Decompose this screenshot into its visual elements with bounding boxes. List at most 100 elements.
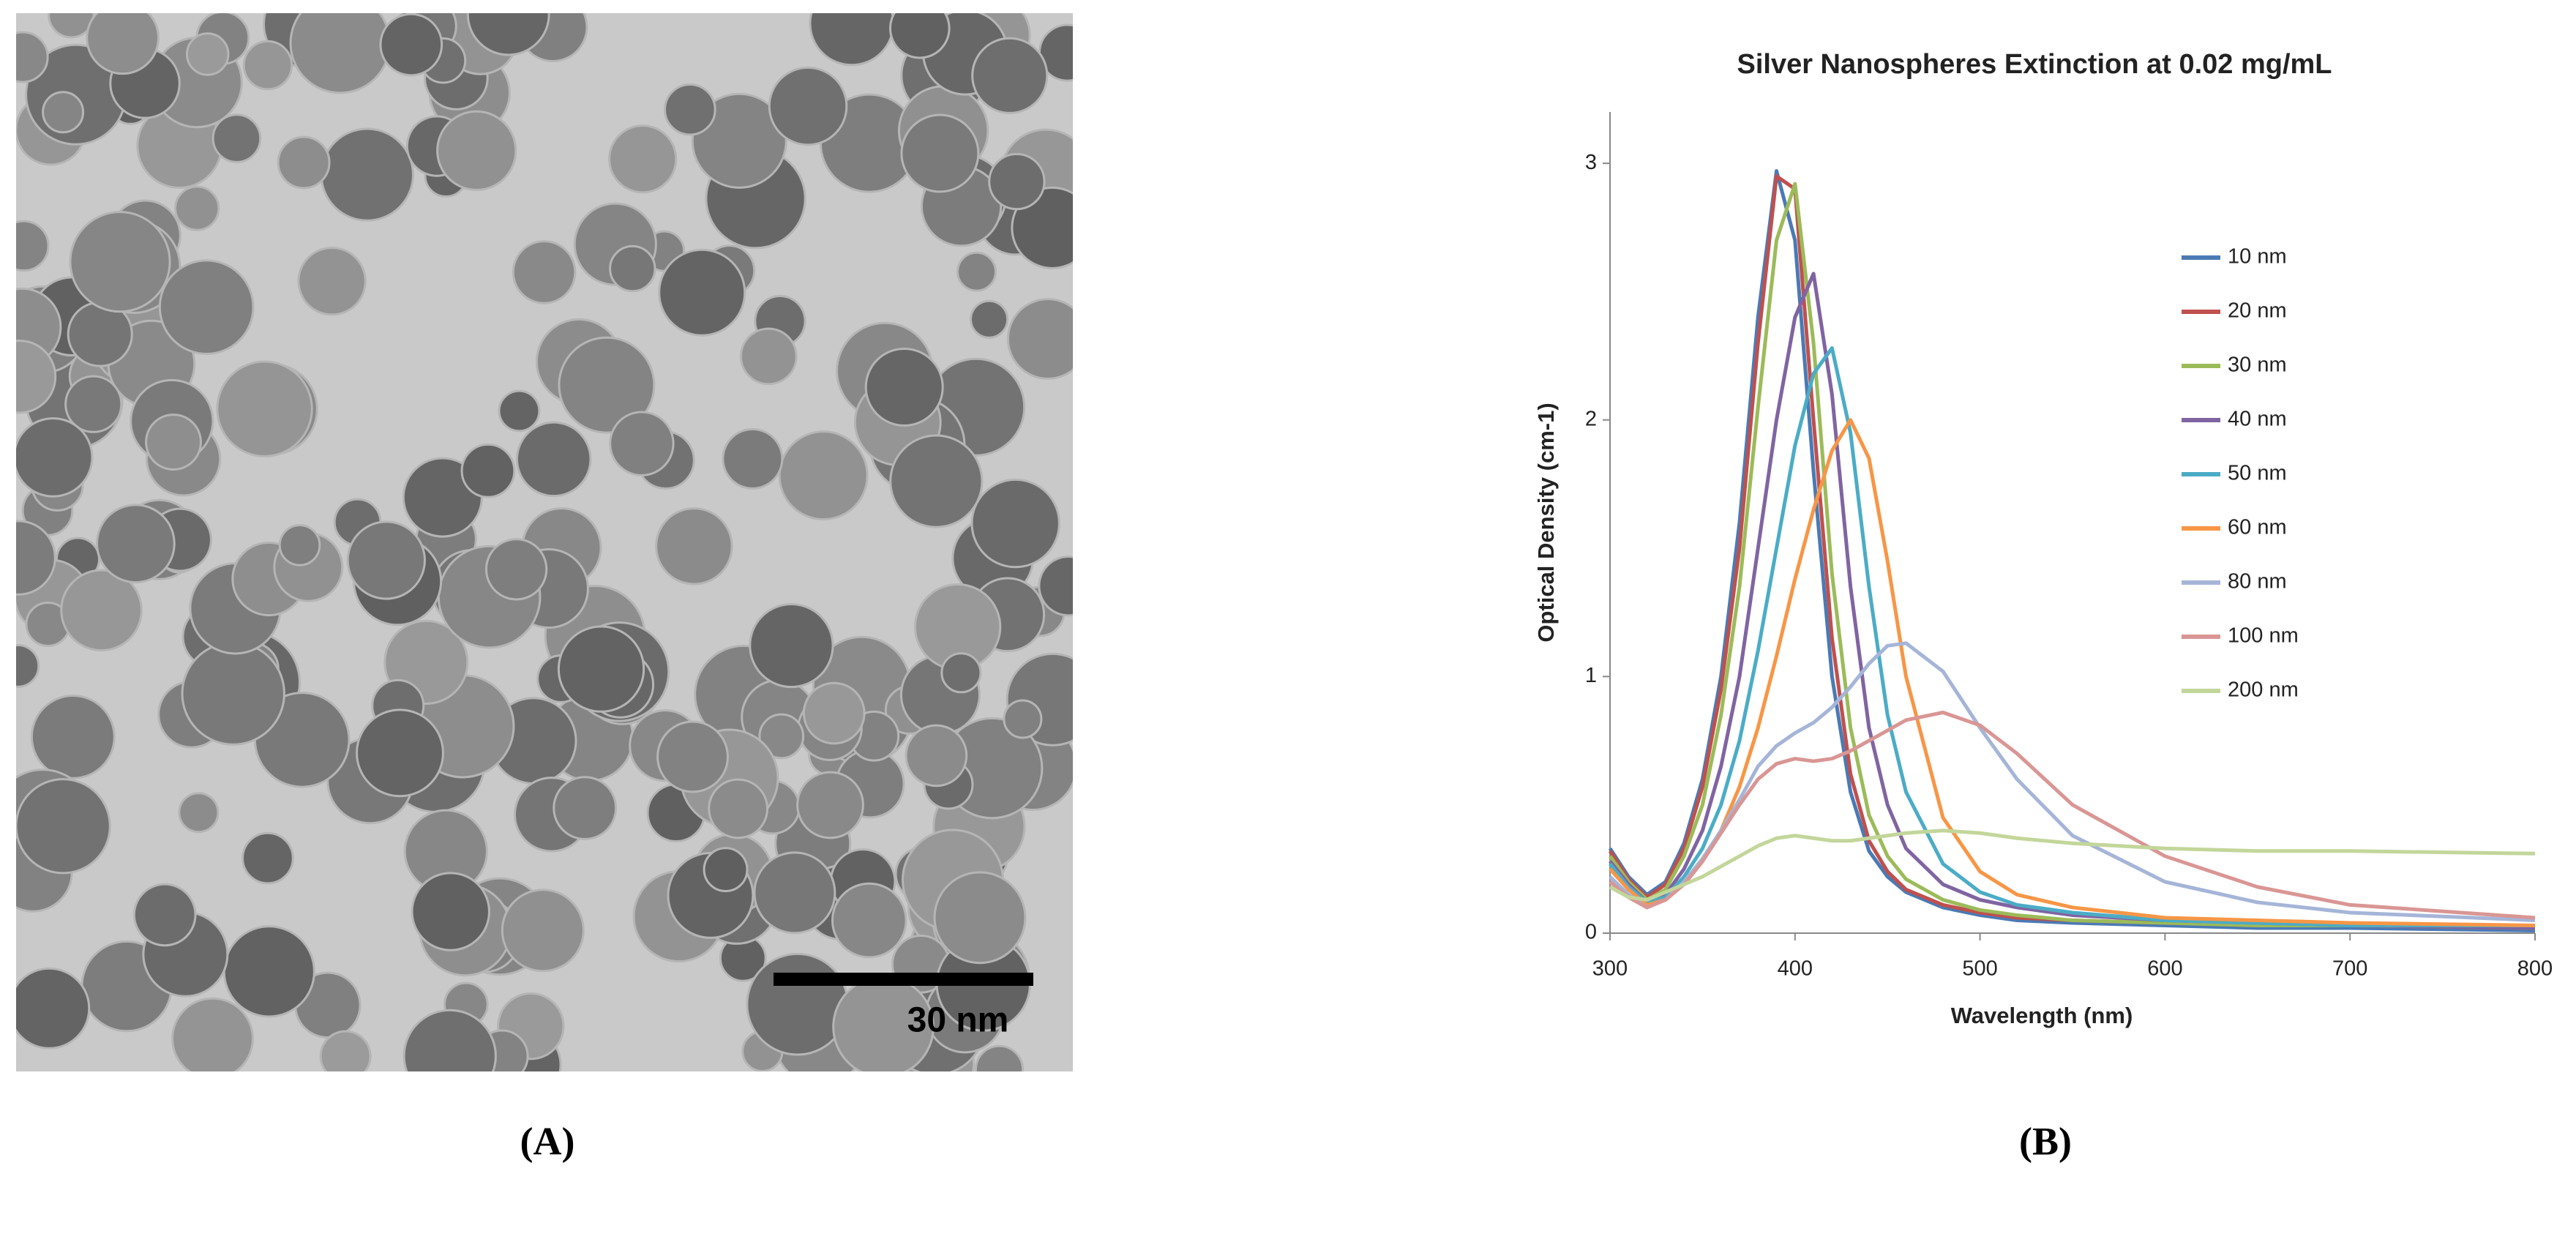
particle xyxy=(691,92,787,189)
particle xyxy=(753,851,836,935)
series-line xyxy=(1608,182,2536,930)
legend-label: 10 nm xyxy=(2228,245,2287,269)
particle xyxy=(655,507,733,586)
particle xyxy=(722,427,784,490)
particle xyxy=(211,113,262,163)
particle xyxy=(988,152,1046,211)
particle xyxy=(132,883,197,947)
particle xyxy=(242,831,294,885)
series-line xyxy=(1609,828,2536,902)
particle xyxy=(222,925,315,1018)
particle xyxy=(379,13,443,77)
particle xyxy=(171,997,254,1071)
particle xyxy=(557,625,645,713)
particle xyxy=(974,1044,1025,1071)
legend-label: 80 nm xyxy=(2228,570,2287,594)
series-line xyxy=(1608,174,2536,930)
particle xyxy=(609,244,656,293)
particle xyxy=(346,520,426,600)
y-tick-label: 0 xyxy=(1585,921,1597,944)
particle xyxy=(42,91,85,134)
particle xyxy=(905,724,968,788)
x-axis-label: Wavelength (nm) xyxy=(1951,1003,2133,1028)
particle xyxy=(498,389,541,433)
series-line xyxy=(1608,169,2536,932)
particle xyxy=(181,641,285,746)
particle xyxy=(356,708,444,798)
particle xyxy=(970,299,1009,339)
particle xyxy=(1038,555,1073,617)
particle xyxy=(831,882,907,959)
particle xyxy=(664,83,716,136)
particle xyxy=(864,347,944,427)
particle xyxy=(466,13,550,56)
particle xyxy=(86,13,160,75)
particle xyxy=(758,713,805,760)
particle xyxy=(436,110,517,191)
particle xyxy=(796,771,864,839)
particle xyxy=(319,1030,372,1071)
particle xyxy=(16,520,56,596)
series-line xyxy=(1609,346,2535,927)
particle xyxy=(178,792,220,834)
particle xyxy=(1003,699,1043,739)
particle xyxy=(402,1009,497,1071)
particle xyxy=(278,524,321,566)
particle xyxy=(48,13,95,39)
particle xyxy=(16,644,40,688)
series-line xyxy=(1609,641,2536,922)
particle xyxy=(320,127,414,222)
particle xyxy=(460,443,516,498)
x-tick-label: 400 xyxy=(1778,957,1813,981)
x-tick-label: 500 xyxy=(1962,957,1997,981)
particle xyxy=(703,847,749,893)
particle xyxy=(69,211,171,313)
particle xyxy=(16,339,57,414)
particle xyxy=(60,569,143,652)
particle xyxy=(739,327,798,386)
legend-label: 40 nm xyxy=(2228,408,2287,431)
panel-label: (B) xyxy=(2019,1119,2072,1163)
panel-label: (A) xyxy=(520,1119,575,1163)
particle xyxy=(609,411,675,476)
particle xyxy=(158,259,255,355)
legend-label: 60 nm xyxy=(2228,516,2287,539)
y-tick-label: 1 xyxy=(1585,664,1597,687)
particle xyxy=(1006,298,1073,380)
particle xyxy=(16,220,50,272)
series-line xyxy=(1609,272,2536,930)
legend-label: 200 nm xyxy=(2228,678,2299,702)
x-tick-label: 300 xyxy=(1592,957,1628,981)
particle xyxy=(242,40,293,91)
particle xyxy=(512,240,577,304)
particle xyxy=(501,889,585,973)
particle xyxy=(174,185,220,231)
particle xyxy=(30,695,116,779)
legend-label: 50 nm xyxy=(2228,462,2287,485)
particle xyxy=(900,113,980,193)
particle xyxy=(515,421,592,498)
legend-label: 100 nm xyxy=(2228,624,2299,648)
series-line xyxy=(1609,710,2536,920)
particle xyxy=(297,247,367,316)
particle xyxy=(933,871,1027,965)
scale-bar xyxy=(774,973,1033,986)
particle xyxy=(289,13,392,94)
y-axis-label: Optical Density (cm-1) xyxy=(1533,403,1559,642)
particle xyxy=(778,430,869,521)
particle xyxy=(658,248,746,337)
particle xyxy=(889,434,984,528)
particle xyxy=(185,32,230,76)
particle xyxy=(16,778,111,875)
particle xyxy=(96,504,176,584)
x-tick-label: 800 xyxy=(2517,957,2553,981)
particle xyxy=(553,776,618,840)
particle xyxy=(940,652,982,694)
particle xyxy=(956,251,997,292)
particle xyxy=(411,872,490,951)
x-tick-label: 600 xyxy=(2147,957,2182,981)
particle xyxy=(656,720,729,793)
y-tick-label: 3 xyxy=(1585,151,1597,174)
